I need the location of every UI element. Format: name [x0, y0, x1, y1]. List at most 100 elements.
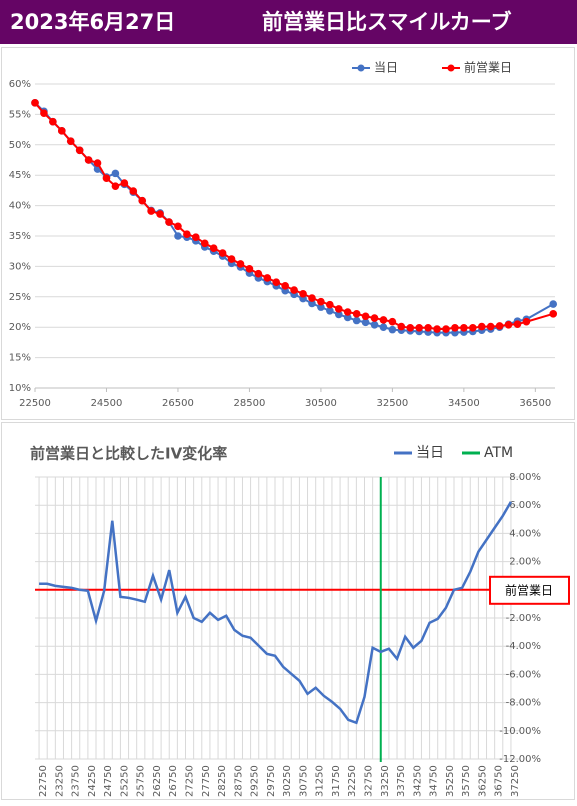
y-tick-label: 35% [9, 231, 31, 242]
point [227, 255, 236, 263]
point [174, 232, 182, 240]
x-tick-label: 22750 [38, 765, 49, 797]
point [111, 169, 120, 178]
point [58, 127, 66, 135]
panel-1 [1, 47, 575, 420]
point [308, 299, 316, 308]
y-tick-label: 2.00% [509, 557, 541, 568]
point [93, 159, 102, 167]
point [102, 174, 111, 183]
point [40, 109, 48, 117]
y-tick-label: -4.00% [506, 641, 541, 652]
reference-label-box [489, 575, 570, 605]
panel-2 [1, 422, 575, 800]
y-tick-label: 60% [9, 79, 31, 90]
point [451, 324, 459, 332]
point [326, 300, 334, 309]
x-tick-label: 23250 [54, 765, 65, 797]
point [504, 320, 513, 329]
x-tick-label: 30750 [298, 765, 309, 797]
x-tick-label: 33250 [380, 765, 391, 797]
x-tick-label: 34500 [448, 398, 480, 409]
series-line [39, 501, 513, 725]
legend-marker [357, 64, 365, 72]
point [183, 230, 191, 238]
x-tick-label: 26750 [168, 765, 179, 797]
point [397, 322, 406, 331]
y-tick-label: 6.00% [509, 500, 541, 511]
x-tick-label: 24500 [91, 398, 123, 409]
x-tick-label: 26500 [162, 398, 194, 409]
legend-label: ATM [484, 445, 513, 461]
x-tick-label: 29750 [266, 765, 277, 797]
point [388, 325, 397, 334]
point [513, 320, 522, 328]
point [129, 187, 138, 195]
y-tick-label: 40% [9, 201, 31, 212]
point [370, 320, 379, 329]
point [343, 313, 352, 322]
x-tick-label: 29250 [250, 765, 261, 797]
point [174, 222, 182, 231]
point [370, 314, 379, 322]
point [49, 117, 57, 126]
point [361, 312, 370, 321]
y-tick-label: 20% [9, 322, 31, 333]
point [31, 99, 39, 107]
point [254, 269, 263, 278]
point [209, 244, 218, 252]
x-tick-label: 37250 [510, 765, 521, 797]
x-tick-label: 27250 [185, 765, 196, 797]
point [156, 210, 164, 218]
point [352, 310, 361, 318]
y-tick-label: 30% [9, 261, 31, 272]
x-tick-label: 24750 [103, 765, 114, 797]
point [549, 310, 558, 318]
point [236, 260, 245, 268]
point [361, 318, 370, 327]
point [352, 316, 361, 325]
x-tick-label: 35750 [461, 765, 472, 797]
x-tick-label: 32250 [347, 765, 358, 797]
header-title: 前営業日比スマイルカーブ [262, 10, 511, 34]
x-tick-label: 34250 [412, 765, 423, 797]
point [486, 322, 495, 331]
point [334, 305, 343, 313]
y-tick-label: 45% [9, 170, 31, 181]
y-tick-label: 8.00% [509, 472, 541, 483]
x-tick-label: 31750 [331, 765, 342, 797]
y-tick-label: -2.00% [506, 613, 541, 624]
x-tick-label: 35250 [445, 765, 456, 797]
x-tick-label: 32750 [363, 765, 374, 797]
point [433, 325, 441, 333]
header-bar [0, 0, 577, 44]
point [111, 182, 120, 190]
point [477, 322, 486, 331]
x-tick-label: 33750 [396, 765, 407, 797]
point [200, 239, 209, 248]
y-tick-label: 15% [9, 353, 31, 364]
point [66, 137, 75, 145]
x-tick-label: 36250 [477, 765, 488, 797]
point [469, 324, 477, 332]
x-tick-label: 24250 [87, 765, 98, 797]
y-tick-label: -10.00% [499, 726, 541, 737]
legend-marker [447, 64, 455, 72]
x-tick-label: 27750 [201, 765, 212, 797]
legend-label: 当日 [374, 61, 398, 75]
point [415, 324, 423, 332]
point [263, 274, 272, 282]
point [281, 282, 289, 290]
point [120, 179, 129, 187]
point [165, 218, 173, 226]
point [308, 294, 316, 302]
x-tick-label: 36750 [494, 765, 505, 797]
x-tick-label: 23750 [71, 765, 82, 797]
y-tick-label: -6.00% [506, 669, 541, 680]
y-tick-label: 4.00% [509, 528, 541, 539]
point [442, 325, 450, 333]
y-tick-label: 50% [9, 140, 31, 151]
x-tick-label: 22500 [19, 398, 51, 409]
point [317, 303, 325, 311]
x-tick-label: 31250 [315, 765, 326, 797]
